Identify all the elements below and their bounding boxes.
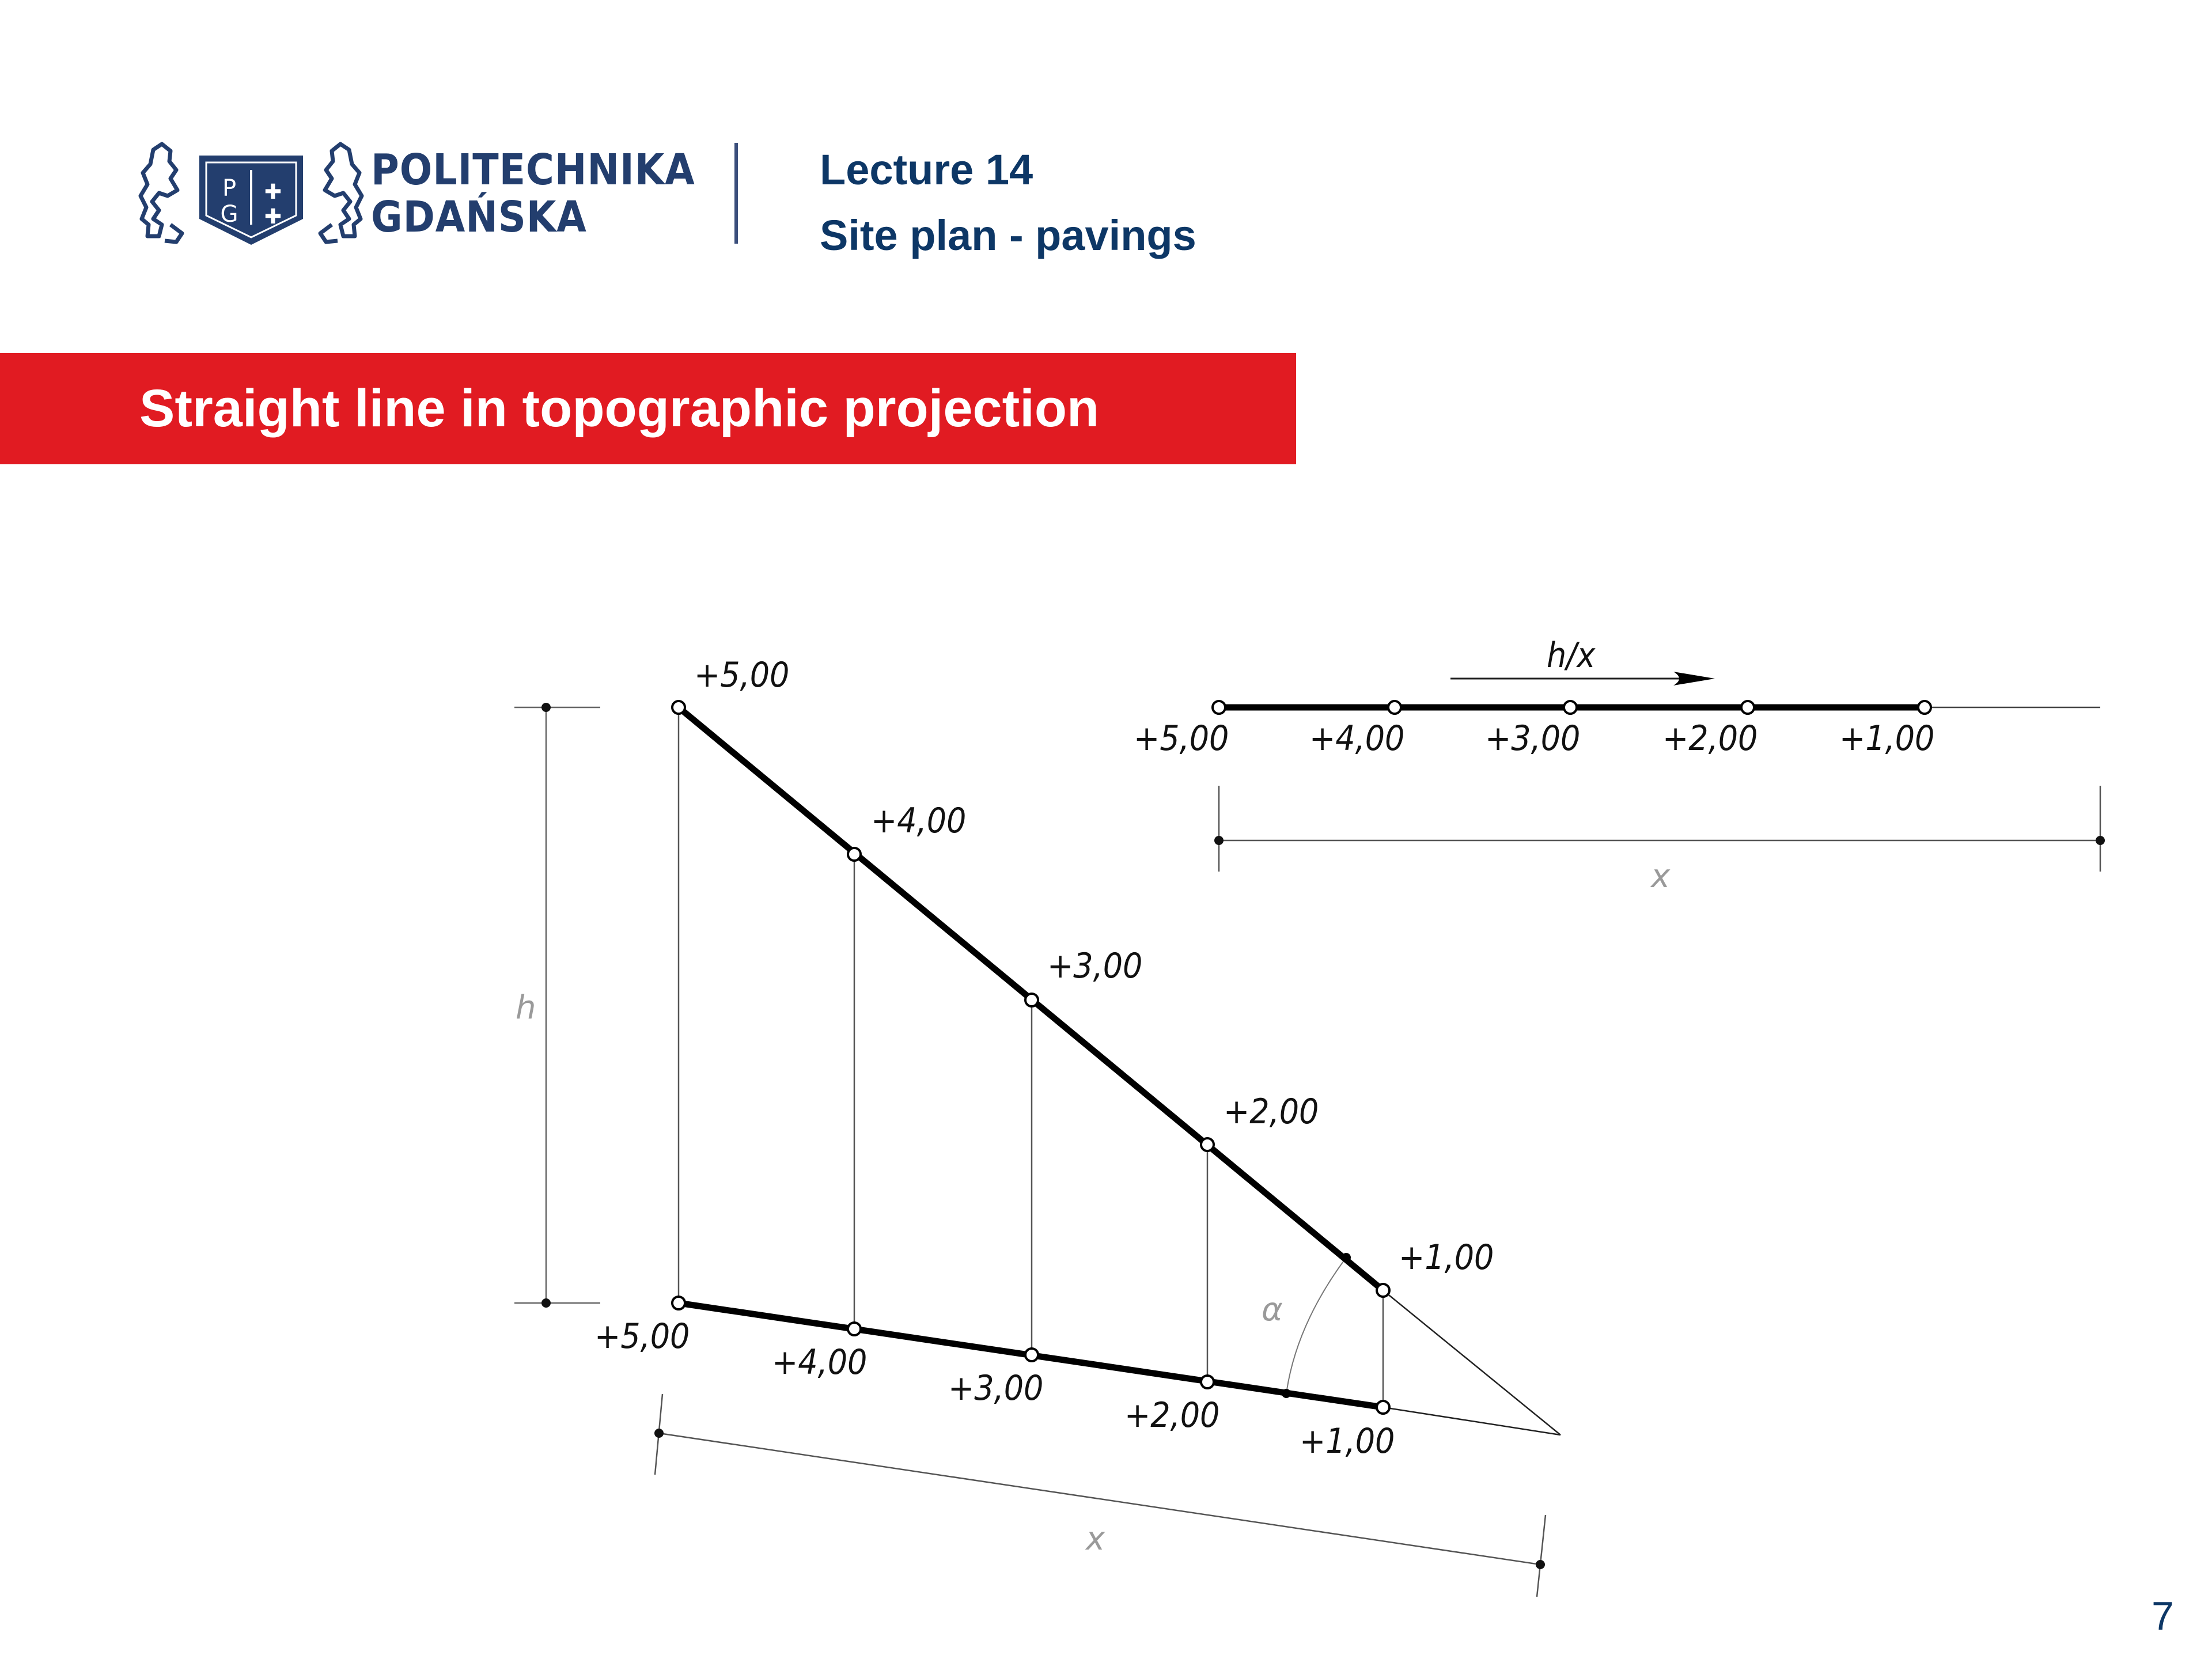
elevation-label: +2,00 <box>1124 1395 1219 1435</box>
lecture-number: Lecture 14 <box>820 146 1033 194</box>
elevation-label: +4,00 <box>1309 718 1404 759</box>
svg-text:G: G <box>221 201 238 228</box>
elevation-label: +5,00 <box>594 1316 690 1357</box>
construction-line <box>1382 1290 1561 1435</box>
dimension-endpoint-icon <box>654 1429 664 1438</box>
right-diagram: h/x +5,00 +4,00 +3,00 +2,00 +1,00 x <box>1134 635 2105 895</box>
arc-endpoint-icon <box>1282 1389 1291 1398</box>
slide-title: Straight line in topographic projection <box>139 379 1100 438</box>
logo-wordmark: POLITECHNIKA GDAŃSKA <box>371 146 695 241</box>
logo-line-2: GDAŃSKA <box>371 192 587 242</box>
elevation-label: +1,00 <box>1399 1237 1494 1278</box>
svg-text:✚: ✚ <box>264 180 282 204</box>
left-diagram: h α <box>514 655 1561 1597</box>
header-divider <box>734 143 738 244</box>
length-dimension <box>1218 786 2101 872</box>
slope-label: h/x <box>1547 635 1596 676</box>
dimension-endpoint-icon <box>1214 836 1224 845</box>
university-logo: P G ✚ ✚ POLITECHNIKA GDAŃSKA <box>136 138 695 253</box>
alpha-label: α <box>1262 1291 1283 1328</box>
elevation-label: +5,00 <box>694 655 789 695</box>
projector-lines <box>677 707 1384 1407</box>
elevation-label: +3,00 <box>948 1368 1043 1408</box>
crest-icon: P G ✚ ✚ <box>138 142 364 245</box>
lecture-subtitle: Site plan - pavings <box>820 211 1196 259</box>
height-dimension <box>514 706 600 1304</box>
elevation-label: +4,00 <box>871 801 966 841</box>
svg-text:✚: ✚ <box>264 205 282 229</box>
elevation-label: +5,00 <box>1134 718 1229 759</box>
dimension-endpoint-icon <box>541 703 551 712</box>
dimension-endpoint-icon <box>541 1298 551 1308</box>
graduation-points <box>1211 700 1932 715</box>
svg-text:P: P <box>222 175 236 202</box>
page-number: 7 <box>2152 1593 2174 1638</box>
angle-arc <box>1286 1257 1347 1394</box>
elevation-label: +3,00 <box>1047 946 1142 986</box>
x-label: x <box>1085 1520 1105 1558</box>
title-banner: Straight line in topographic projection <box>0 353 1296 464</box>
arc-endpoint-icon <box>1342 1253 1351 1262</box>
upper-points <box>671 700 1391 1298</box>
x-label: x <box>1650 858 1671 895</box>
lower-points <box>671 1296 1391 1415</box>
elevation-label: +1,00 <box>1300 1421 1395 1461</box>
construction-line <box>1382 1406 1561 1436</box>
elevation-label: +1,00 <box>1839 718 1934 759</box>
elevation-label: +2,00 <box>1662 718 1758 759</box>
elevation-label: +2,00 <box>1224 1092 1319 1132</box>
elevation-label: +4,00 <box>772 1342 867 1382</box>
arrow-right-icon <box>1673 672 1715 685</box>
logo-line-1: POLITECHNIKA <box>371 145 695 195</box>
elevation-label: +3,00 <box>1485 718 1580 759</box>
dimension-endpoint-icon <box>2096 836 2105 845</box>
lecture-heading: Lecture 14 Site plan - pavings <box>820 137 1196 268</box>
length-dimension <box>654 1393 1547 1597</box>
dimension-endpoint-icon <box>1536 1560 1545 1569</box>
h-label: h <box>516 989 536 1027</box>
